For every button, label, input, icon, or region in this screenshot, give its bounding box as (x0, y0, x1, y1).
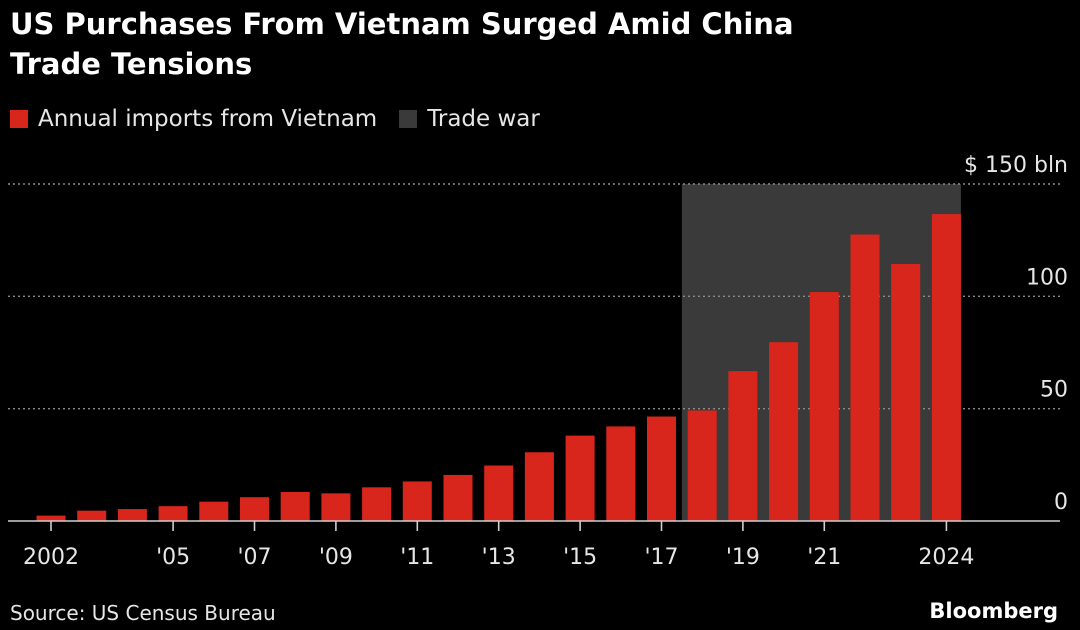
bar-2020 (769, 342, 799, 521)
x-tick-label-2007: '07 (237, 545, 271, 570)
bar-2002 (36, 515, 66, 521)
bar-2005 (158, 506, 188, 521)
legend-swatch-band (399, 110, 418, 128)
x-tick-label-2005: '05 (156, 545, 190, 570)
bar-2019 (728, 371, 758, 521)
bar-2018 (687, 410, 717, 521)
chart-title-line-1: US Purchases From Vietnam Surged Amid Ch… (10, 7, 794, 41)
x-tick-label-2013: '13 (482, 545, 516, 570)
x-tick-label-2021: '21 (807, 545, 841, 570)
legend-swatch-series (10, 110, 28, 128)
y-tick-label-100: 100 (1026, 265, 1068, 290)
y-tick-label-0: 0 (1054, 490, 1068, 515)
bar-2015 (565, 435, 595, 521)
y-tick-label-50: 50 (1040, 378, 1068, 403)
x-tick-label-2009: '09 (319, 545, 353, 570)
x-tick-label-2017: '17 (644, 545, 678, 570)
bar-2007 (240, 497, 269, 521)
x-tick-label-2011: '11 (400, 545, 434, 570)
legend-item-series: Annual imports from Vietnam (10, 106, 377, 132)
source-note: Source: US Census Bureau (10, 601, 276, 625)
bar-2003 (77, 510, 107, 521)
brand-logo: Bloomberg (929, 599, 1058, 623)
bar-2017 (647, 416, 676, 521)
bar-2024 (931, 214, 961, 521)
bar-2023 (891, 263, 921, 521)
bar-2014 (524, 452, 554, 521)
x-tick-label-2015: '15 (563, 545, 597, 570)
chart-title-line-2: Trade Tensions (10, 47, 253, 81)
bar-2022 (850, 234, 880, 522)
bar-2012 (443, 474, 473, 521)
legend: Annual imports from Vietnam Trade war (10, 102, 562, 136)
bar-2021 (809, 292, 839, 521)
bar-2016 (606, 426, 636, 521)
x-tick-label-2019: '19 (726, 545, 760, 570)
legend-label-series: Annual imports from Vietnam (38, 106, 378, 132)
y-tick-label-150: $ 150 bln (964, 153, 1068, 178)
legend-label-band: Trade war (427, 106, 540, 132)
bar-2009 (321, 493, 351, 521)
bar-2010 (362, 487, 392, 521)
bar-2008 (280, 492, 310, 521)
x-tick-label-2002: 2002 (23, 545, 79, 570)
legend-item-band: Trade war (399, 106, 540, 132)
bar-2004 (117, 509, 147, 521)
x-tick-label-2024: 2024 (918, 545, 974, 570)
chart-title: US Purchases From Vietnam Surged Amid Ch… (10, 4, 1010, 84)
bar-2011 (402, 481, 432, 521)
bar-2013 (484, 465, 514, 521)
bar-2006 (199, 501, 229, 521)
bar-chart: 0 50 100 $ 150 bln 2002 '05 '07 '09 '11 '13 '15 '17… (8, 153, 1068, 570)
